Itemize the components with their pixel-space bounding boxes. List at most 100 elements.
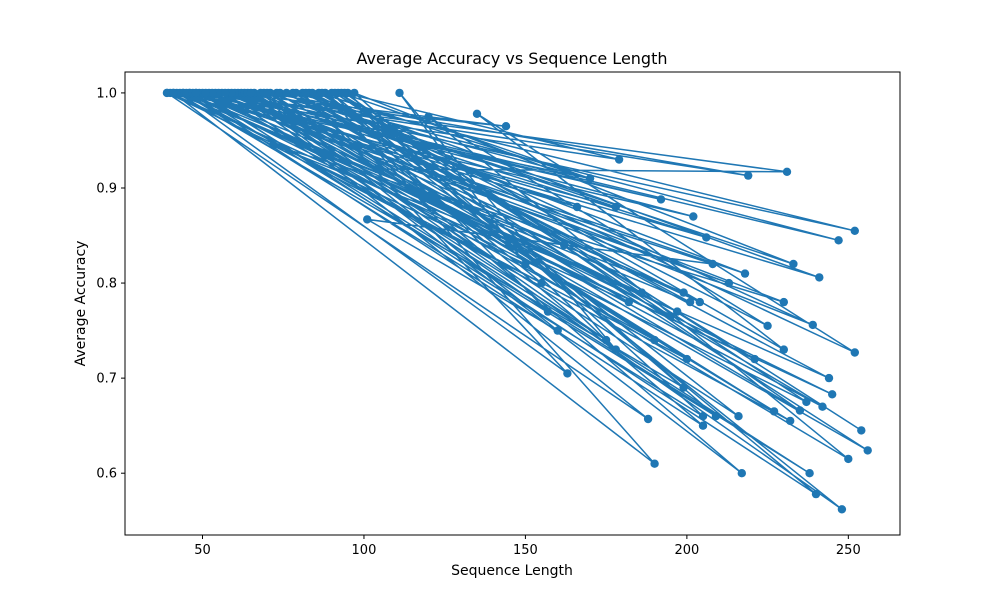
data-point xyxy=(850,226,859,235)
data-point xyxy=(679,288,688,297)
data-point xyxy=(857,426,866,435)
data-point xyxy=(330,88,340,98)
data-point xyxy=(711,412,721,421)
data-point xyxy=(863,446,872,455)
data-point xyxy=(698,421,708,430)
data-point xyxy=(201,88,210,98)
data-point xyxy=(246,88,256,98)
data-point xyxy=(543,307,553,316)
data-point xyxy=(182,88,191,98)
data-point xyxy=(815,273,824,282)
data-point xyxy=(818,402,827,411)
data-point xyxy=(637,288,646,297)
data-point xyxy=(844,454,853,464)
data-point xyxy=(808,320,817,330)
y-tick-label: 0.9 xyxy=(96,181,117,196)
data-point xyxy=(214,88,223,98)
data-point xyxy=(708,259,717,269)
data-point xyxy=(786,416,795,426)
plot-area xyxy=(162,88,872,514)
data-point xyxy=(624,297,633,307)
data-point xyxy=(572,202,582,212)
x-tick-label: 100 xyxy=(352,543,377,558)
data-point xyxy=(395,88,404,98)
data-point xyxy=(650,335,659,345)
y-tick-label: 0.7 xyxy=(96,372,117,387)
data-point xyxy=(769,407,779,416)
data-point xyxy=(169,88,178,98)
data-point xyxy=(805,469,814,478)
y-tick-label: 1.0 xyxy=(96,86,117,101)
y-axis: 0.6 0.7 0.8 0.9 1.0 xyxy=(96,86,125,482)
data-point xyxy=(611,202,620,212)
data-point xyxy=(779,345,788,354)
y-tick-label: 0.8 xyxy=(96,277,117,292)
data-point xyxy=(501,122,511,131)
data-point xyxy=(560,240,569,250)
data-point xyxy=(750,354,759,364)
data-point xyxy=(521,259,530,269)
data-point xyxy=(689,212,698,221)
data-point xyxy=(744,171,753,180)
data-point xyxy=(363,215,372,224)
x-tick-label: 200 xyxy=(674,543,699,558)
data-point xyxy=(828,390,837,399)
chart-title: Average Accuracy vs Sequence Length xyxy=(356,49,667,68)
data-point xyxy=(537,278,546,288)
data-point xyxy=(614,155,624,164)
x-axis: 50 100 150 200 250 xyxy=(194,535,861,558)
data-point xyxy=(262,88,272,98)
data-point xyxy=(679,383,688,392)
y-tick-label: 0.6 xyxy=(96,467,117,482)
data-point xyxy=(282,88,291,98)
data-point xyxy=(601,335,611,345)
data-point xyxy=(789,259,798,269)
data-point xyxy=(824,373,834,383)
data-point xyxy=(208,88,217,98)
data-point xyxy=(795,406,805,415)
data-point xyxy=(585,174,595,183)
data-point xyxy=(643,414,653,424)
data-point xyxy=(563,369,572,378)
data-point xyxy=(673,307,682,316)
data-point xyxy=(802,397,811,407)
data-point xyxy=(724,278,734,288)
data-point xyxy=(650,459,659,468)
data-point xyxy=(698,412,708,421)
data-point xyxy=(850,348,859,357)
x-tick-label: 250 xyxy=(836,543,861,558)
data-point xyxy=(682,354,692,364)
data-point xyxy=(656,195,666,204)
y-axis-title: Average Accuracy xyxy=(73,241,89,367)
data-point xyxy=(227,88,236,98)
data-point xyxy=(702,233,711,242)
x-axis-title: Sequence Length xyxy=(451,563,573,579)
data-point xyxy=(837,505,847,514)
x-tick-label: 50 xyxy=(194,543,211,558)
data-point xyxy=(162,88,172,98)
data-point xyxy=(740,269,750,278)
data-point xyxy=(611,345,620,354)
data-point xyxy=(695,297,704,307)
data-point xyxy=(317,88,327,98)
data-point xyxy=(811,489,821,499)
data-point xyxy=(275,88,285,98)
data-point xyxy=(372,164,382,174)
data-point xyxy=(350,88,359,98)
x-tick-label: 150 xyxy=(513,543,538,558)
data-point xyxy=(220,88,230,98)
data-point xyxy=(553,326,562,335)
data-point xyxy=(763,321,772,330)
data-point xyxy=(737,469,746,478)
data-point xyxy=(779,297,788,307)
data-point xyxy=(782,167,792,176)
data-point xyxy=(424,112,433,121)
data-point xyxy=(472,109,482,119)
axes-frame xyxy=(124,71,901,536)
data-point xyxy=(308,88,317,98)
data-point xyxy=(666,312,675,321)
data-point xyxy=(685,297,695,307)
data-point xyxy=(191,88,201,98)
data-point xyxy=(301,88,310,98)
